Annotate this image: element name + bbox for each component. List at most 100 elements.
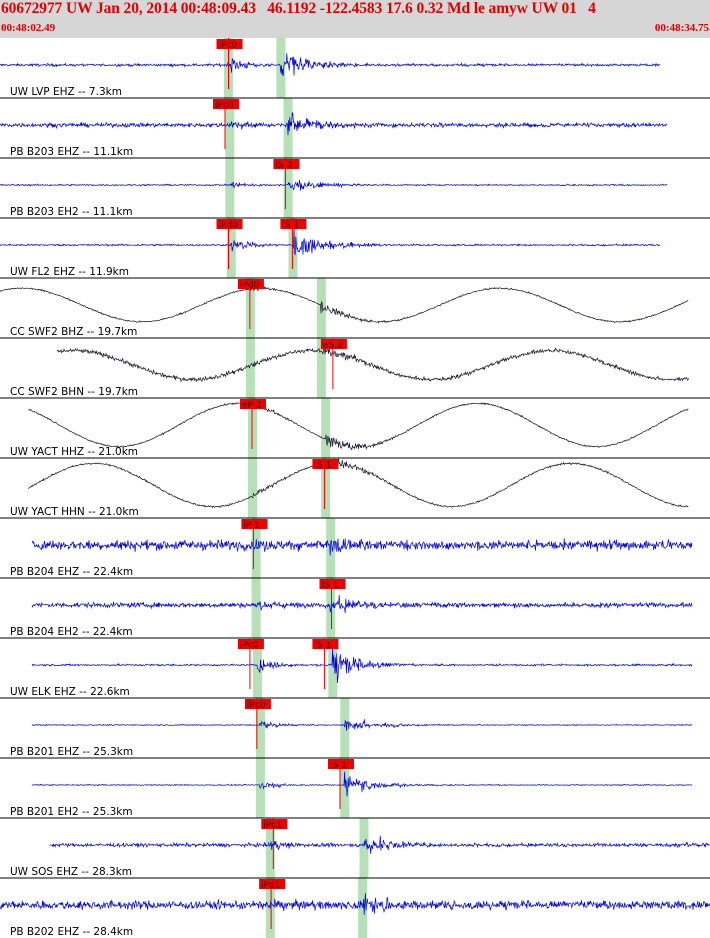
- arrival-bands: [223, 38, 369, 938]
- pick-box[interactable]: [241, 519, 268, 529]
- trace-label: UW YACT HHN -- 21.0km: [10, 506, 139, 518]
- seismogram-panel[interactable]: iPc0 UW LVP EHZ -- 7.3km iPc0 PB B203 EHZ -…: [0, 38, 710, 938]
- pick-label: eP 2: [242, 401, 262, 411]
- p-arrival-band: [265, 818, 275, 878]
- trace-label: UW LVP EHZ -- 7.3km: [10, 86, 122, 98]
- s-arrival-band: [358, 878, 368, 938]
- pick-label: iPc0: [219, 41, 238, 51]
- trace-label: CC SWF2 BHZ -- 19.7km: [10, 326, 137, 338]
- trace-row[interactable]: iPd0 CC SWF2 BHZ -- 19.7km: [0, 278, 710, 339]
- pick-box[interactable]: [320, 339, 347, 349]
- trace-row[interactable]: iS 1 UW YACT HHN -- 21.0km: [0, 457, 710, 519]
- waveform-line: [0, 285, 689, 324]
- waveform-line: [28, 457, 689, 509]
- pick-box[interactable]: [328, 759, 354, 769]
- trace-row[interactable]: iPc0 UW LVP EHZ -- 7.3km: [0, 38, 710, 99]
- pick-box[interactable]: [240, 399, 266, 409]
- pick-label: iPc0: [247, 701, 266, 711]
- waveform-line: [0, 179, 668, 191]
- trace-row[interactable]: iP 1 PB B204 EHZ -- 22.4km: [0, 518, 710, 579]
- pick-box[interactable]: [273, 159, 300, 169]
- trace-row[interactable]: iS 1 PB B204 EH2 -- 22.4km: [0, 578, 710, 639]
- p-arrival-band: [251, 578, 261, 638]
- pick-label: iS 1: [282, 221, 299, 231]
- pick-label: iPd0: [240, 281, 260, 291]
- trace-label: UW YACT HHZ -- 21.0km: [10, 446, 138, 458]
- pick-label: iS 1: [330, 761, 347, 771]
- s-arrival-band: [328, 638, 338, 698]
- window-start-time: 00:48:02.49: [1, 22, 56, 34]
- s-arrival-band: [321, 458, 331, 518]
- s-arrival-band: [316, 338, 326, 398]
- waveform-line: [31, 648, 693, 684]
- waveform-line: [0, 229, 661, 256]
- trace-label: CC SWF2 BHN -- 19.7km: [10, 386, 138, 398]
- p-arrival-band: [225, 98, 235, 158]
- trace-row[interactable]: iS 0 PB B203 EH2 -- 11.1km: [0, 158, 710, 219]
- waveform-line: [0, 53, 661, 77]
- pick-box[interactable]: [213, 99, 239, 109]
- pick-label: iPd1: [261, 881, 280, 891]
- pick-box[interactable]: [237, 639, 264, 649]
- pick-label: iPc1: [263, 821, 282, 831]
- trace-row[interactable]: iPc1 UW SOS EHZ -- 28.3km: [0, 818, 710, 879]
- trace-label: PB B202 EHZ -- 28.4km: [10, 926, 133, 938]
- trace-row[interactable]: iS 1 PB B201 EH2 -- 25.3km: [0, 758, 710, 819]
- pick-box[interactable]: [237, 279, 264, 289]
- p-arrival-band: [245, 338, 255, 398]
- trace-label: PB B203 EH2 -- 11.1km: [10, 206, 133, 218]
- trace-label: PB B201 EH2 -- 25.3km: [10, 806, 133, 818]
- trace-label: PB B203 EHZ -- 11.1km: [10, 146, 133, 158]
- trace-row[interactable]: iPd0 iS 1 UW FL2 EHZ -- 11.9km: [0, 218, 710, 279]
- pick-box[interactable]: [216, 39, 243, 49]
- s-arrival-band: [283, 158, 293, 218]
- pick-label: iS 1: [322, 581, 339, 591]
- waveform-line: [31, 538, 693, 556]
- s-arrival-band: [359, 818, 369, 878]
- p-arrival-band: [251, 518, 261, 578]
- waveform-line: [28, 402, 689, 451]
- pick-box[interactable]: [312, 459, 339, 469]
- trace-label: UW ELK EHZ -- 22.6km: [10, 686, 130, 698]
- pick-label: iPd0: [219, 221, 239, 231]
- pick-box[interactable]: [216, 219, 243, 229]
- trace-row[interactable]: iPd1 PB B202 EHZ -- 28.4km: [0, 878, 710, 938]
- s-arrival-band: [340, 758, 350, 818]
- waveform-line: [56, 345, 689, 383]
- trace-label: PB B204 EHZ -- 22.4km: [10, 566, 133, 578]
- trace-label: PB B201 EHZ -- 25.3km: [10, 746, 133, 758]
- pick-label: iS 1: [314, 641, 331, 651]
- pick-label: iPc0: [240, 641, 259, 651]
- waveform-line: [31, 594, 693, 614]
- pick-label: iS 0: [275, 161, 292, 171]
- p-arrival-band: [225, 158, 235, 218]
- trace-row[interactable]: iPc0 PB B203 EHZ -- 11.1km: [0, 98, 710, 159]
- trace-row[interactable]: eS 2 CC SWF2 BHN -- 19.7km: [0, 338, 710, 399]
- pick-label: iS 1: [314, 461, 331, 471]
- waveform-line: [0, 893, 710, 915]
- waveform-line: [31, 771, 693, 797]
- s-arrival-band: [321, 398, 331, 458]
- waveform-line: [49, 835, 710, 854]
- trace-row[interactable]: iPc0 iS 1 UW ELK EHZ -- 22.6km: [0, 638, 710, 699]
- trace-row[interactable]: eP 2 UW YACT HHZ -- 21.0km: [0, 398, 710, 459]
- trace-label: UW FL2 EHZ -- 11.9km: [10, 266, 129, 278]
- pick-label: eS 2: [323, 341, 343, 351]
- pick-box[interactable]: [312, 639, 339, 649]
- pick-box[interactable]: [244, 699, 271, 709]
- event-title: 60672977 UW Jan 20, 2014 00:48:09.43 46.…: [1, 0, 596, 17]
- waveform-line: [31, 719, 693, 731]
- waveform-line: [0, 111, 668, 136]
- pick-box[interactable]: [261, 819, 288, 829]
- trace-row[interactable]: iPc0 PB B201 EHZ -- 25.3km: [0, 698, 710, 759]
- p-arrival-band: [255, 698, 265, 758]
- pick-box[interactable]: [319, 579, 346, 589]
- trace-label: PB B204 EH2 -- 22.4km: [10, 626, 133, 638]
- event-header: 60672977 UW Jan 20, 2014 00:48:09.43 46.…: [0, 0, 710, 38]
- s-arrival-band: [340, 698, 350, 758]
- pick-label: iP 1: [243, 521, 260, 531]
- trace-list: iPc0 UW LVP EHZ -- 7.3km iPc0 PB B203 EHZ -…: [0, 38, 710, 938]
- pick-box[interactable]: [280, 219, 307, 229]
- pick-box[interactable]: [259, 879, 286, 889]
- p-arrival-band: [226, 218, 236, 278]
